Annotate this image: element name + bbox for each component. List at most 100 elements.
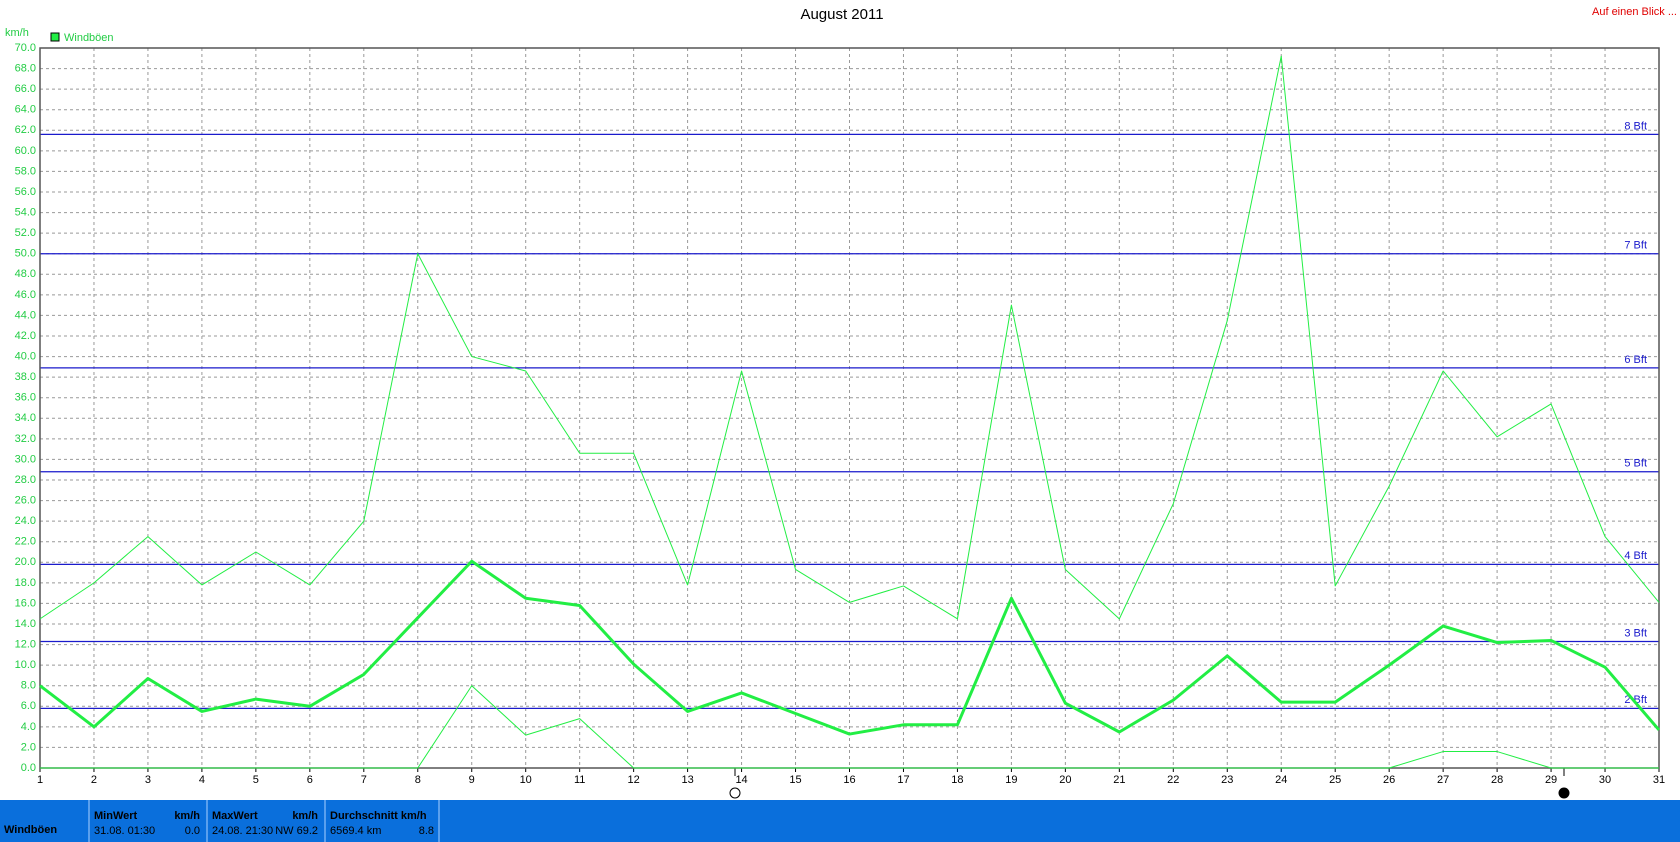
y-tick-label: 66.0 (15, 83, 36, 95)
full-moon (1558, 787, 1570, 799)
x-tick-label: 17 (897, 774, 909, 786)
x-tick-label: 1 (37, 774, 43, 786)
avg-cell: Durchschnitt km/h 6569.4 km 8.8 (324, 800, 440, 842)
x-tick-label: 14 (735, 774, 747, 786)
heading: Durchschnitt km/h (330, 810, 427, 822)
y-tick-label: 54.0 (15, 206, 36, 218)
legend-swatch (50, 32, 60, 42)
y-tick-label: 10.0 (15, 659, 36, 671)
direction: NW (275, 825, 294, 837)
data-line (40, 685, 1659, 769)
y-tick-label: 14.0 (15, 618, 36, 630)
y-tick-label: 30.0 (15, 453, 36, 465)
x-tick-label: 13 (681, 774, 693, 786)
when: 31.08. 01:30 (94, 825, 156, 837)
x-tick-label: 2 (91, 774, 97, 786)
y-tick-label: 34.0 (15, 412, 36, 424)
x-tick-label: 8 (415, 774, 421, 786)
x-tick-label: 12 (628, 774, 640, 786)
y-tick-label: 26.0 (15, 494, 36, 506)
value: 8.8 (418, 825, 434, 837)
y-tick-label: 62.0 (15, 124, 36, 136)
y-tick-label: 22.0 (15, 536, 36, 548)
data-line (39, 55, 1660, 620)
y-tick-label: 38.0 (15, 371, 36, 383)
summary-bar: Windböen MinWert km/h 31.08. 01:30 0.0 Max… (0, 800, 1680, 842)
y-tick-label: 64.0 (15, 104, 36, 116)
y-tick-label: 50.0 (15, 248, 36, 260)
x-tick-label: 31 (1653, 774, 1665, 786)
y-tick-label: 70.0 (15, 42, 36, 54)
x-tick-label: 25 (1329, 774, 1341, 786)
y-axis-unit: km/h (5, 27, 29, 39)
overview-link[interactable]: Auf einen Blick ... (1592, 6, 1677, 18)
y-tick-label: 56.0 (15, 186, 36, 198)
y-tick-label: 0.0 (21, 762, 36, 774)
heading: MaxWert (212, 810, 258, 822)
y-tick-label: 2.0 (21, 741, 36, 753)
x-tick-label: 9 (469, 774, 475, 786)
legend-label: Windböen (64, 32, 114, 44)
x-tick-label: 26 (1383, 774, 1395, 786)
x-tick-label: 20 (1059, 774, 1071, 786)
y-tick-label: 68.0 (15, 62, 36, 74)
x-tick-label: 22 (1167, 774, 1179, 786)
y-tick-label: 6.0 (21, 700, 36, 712)
unit: km/h (174, 810, 200, 822)
x-tick-label: 10 (520, 774, 532, 786)
y-tick-label: 32.0 (15, 433, 36, 445)
beaufort-label: 4 Bft (1624, 550, 1647, 562)
data-line (39, 559, 1661, 736)
new-moon (729, 787, 741, 799)
when: 6569.4 km (330, 825, 382, 837)
y-tick-label: 8.0 (21, 680, 36, 692)
x-tick-label: 19 (1005, 774, 1017, 786)
value: 69.2 (296, 825, 318, 837)
beaufort-label: 3 Bft (1624, 627, 1647, 639)
y-tick-label: 36.0 (15, 392, 36, 404)
x-tick-label: 27 (1437, 774, 1449, 786)
x-tick-label: 18 (951, 774, 963, 786)
x-tick-label: 4 (199, 774, 205, 786)
y-tick-label: 28.0 (15, 474, 36, 486)
y-tick-label: 58.0 (15, 165, 36, 177)
when: 24.08. 21:30 (212, 825, 274, 837)
y-tick-label: 24.0 (15, 515, 36, 527)
y-tick-label: 44.0 (15, 309, 36, 321)
y-tick-label: 18.0 (15, 577, 36, 589)
x-tick-label: 30 (1599, 774, 1611, 786)
max-cell: MaxWert km/h 24.08. 21:30 NW 69.2 (206, 800, 322, 842)
x-tick-label: 11 (574, 774, 585, 786)
beaufort-label: 8 Bft (1624, 120, 1647, 132)
chart-title: August 2011 (800, 6, 883, 23)
beaufort-label: 7 Bft (1624, 240, 1647, 252)
y-tick-label: 60.0 (15, 145, 36, 157)
y-tick-label: 12.0 (15, 638, 36, 650)
x-tick-label: 21 (1113, 774, 1125, 786)
min-cell: MinWert km/h 31.08. 01:30 0.0 (88, 800, 204, 842)
value: 0.0 (184, 825, 200, 837)
y-tick-label: 46.0 (15, 289, 36, 301)
x-tick-label: 6 (307, 774, 313, 786)
heading: MinWert (94, 810, 138, 822)
x-tick-label: 3 (145, 774, 151, 786)
beaufort-label: 6 Bft (1624, 354, 1647, 366)
y-tick-label: 16.0 (15, 597, 36, 609)
x-tick-label: 5 (253, 774, 259, 786)
x-tick-label: 28 (1491, 774, 1503, 786)
y-tick-label: 42.0 (15, 330, 36, 342)
x-tick-label: 23 (1221, 774, 1233, 786)
y-tick-label: 40.0 (15, 350, 36, 362)
y-tick-label: 4.0 (21, 721, 36, 733)
moon-markers (729, 763, 1570, 799)
summary-label: Windböen (4, 824, 58, 836)
y-tick-label: 52.0 (15, 227, 36, 239)
x-tick-label: 16 (843, 774, 855, 786)
x-tick-label: 29 (1545, 774, 1557, 786)
x-tick-label: 15 (789, 774, 801, 786)
beaufort-label: 5 Bft (1624, 458, 1647, 470)
y-tick-label: 48.0 (15, 268, 36, 280)
y-tick-label: 20.0 (15, 556, 36, 568)
chart: August 2011 Auf einen Blick ... km/h Win… (5, 6, 1677, 799)
